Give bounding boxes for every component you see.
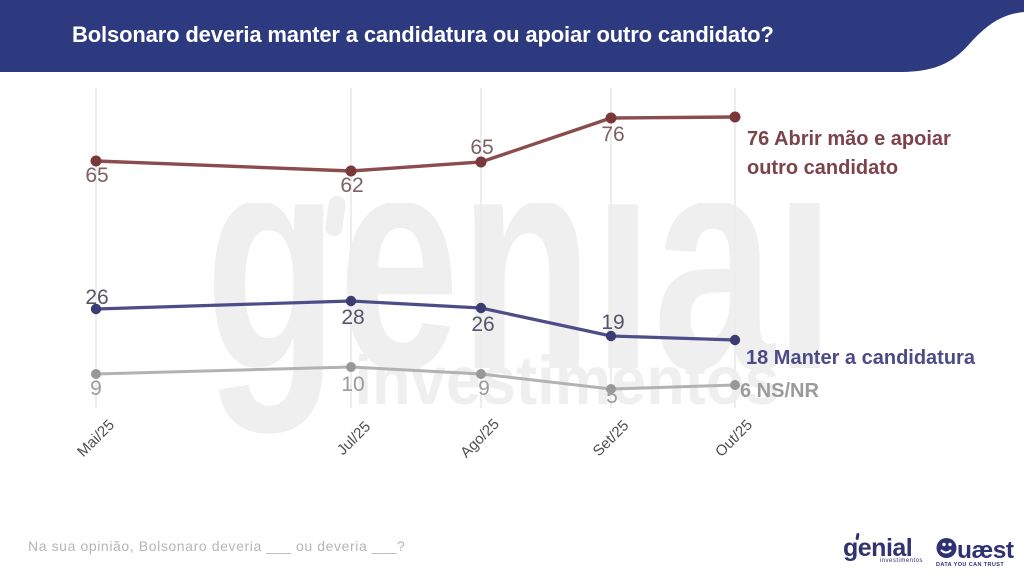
svg-text:65: 65 bbox=[470, 136, 493, 159]
svg-text:19: 19 bbox=[601, 311, 624, 334]
svg-text:28: 28 bbox=[341, 306, 364, 329]
svg-text:26: 26 bbox=[85, 286, 108, 309]
svg-text:9: 9 bbox=[478, 377, 490, 400]
svg-text:investimentos: investimentos bbox=[355, 342, 780, 419]
svg-text:10: 10 bbox=[341, 373, 364, 396]
svg-text:76: 76 bbox=[601, 123, 624, 146]
svg-text:65: 65 bbox=[85, 164, 108, 187]
svg-text:5: 5 bbox=[606, 385, 618, 408]
svg-text:genıal: genıal bbox=[205, 87, 835, 436]
svg-text:62: 62 bbox=[340, 174, 363, 197]
svg-text:26: 26 bbox=[471, 313, 494, 336]
svg-text:9: 9 bbox=[90, 377, 102, 400]
svg-text:uæst: uæst bbox=[957, 537, 1014, 561]
